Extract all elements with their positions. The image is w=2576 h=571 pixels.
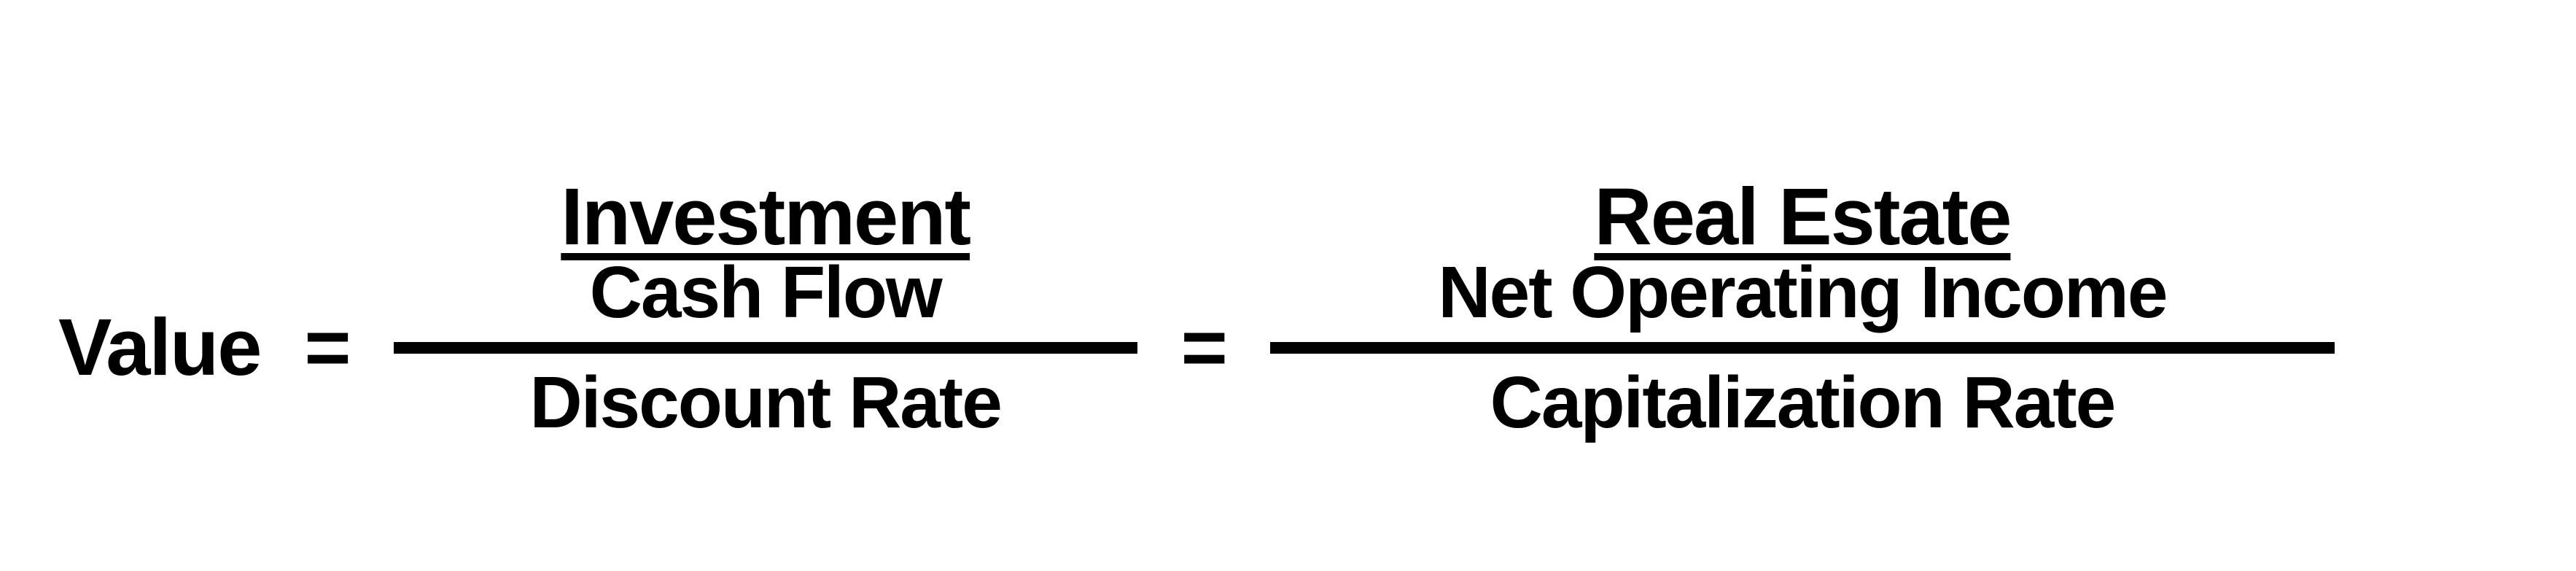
equals-sign-2: = [1181,301,1226,394]
realestate-column: Real Estate Net Operating Income Capital… [1270,120,2335,452]
investment-column: Investment Cash Flow Discount Rate [394,120,1137,452]
formula-container: Value = Investment Cash Flow Discount Ra… [0,0,2576,571]
realestate-fraction: Net Operating Income Capitalization Rate [1270,244,2335,452]
value-label: Value [58,301,260,394]
realestate-header: Real Estate [1594,171,2010,263]
investment-denominator: Discount Rate [530,354,1001,452]
investment-fraction: Cash Flow Discount Rate [394,244,1137,452]
investment-header: Investment [561,171,970,263]
realestate-fraction-line [1270,342,2335,354]
realestate-denominator: Capitalization Rate [1490,354,2115,452]
investment-fraction-line [394,342,1137,354]
equals-sign-1: = [304,301,349,394]
